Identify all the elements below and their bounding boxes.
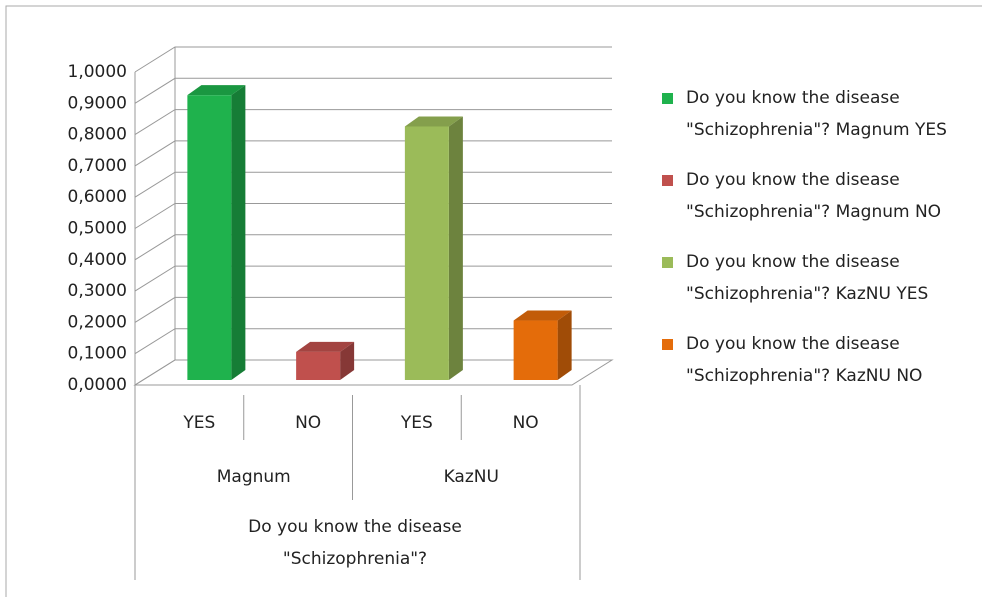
- legend-label: Do you know the disease "Schizophrenia"?…: [686, 170, 942, 222]
- legend-swatch: [662, 93, 673, 104]
- bar: [187, 85, 246, 381]
- legend-swatch: [662, 175, 673, 186]
- y-tick-label: 0,1000: [68, 344, 127, 364]
- bar-side: [340, 341, 355, 380]
- y-tick-label: 0,7000: [68, 156, 127, 176]
- bar-front: [296, 351, 341, 380]
- bar-side: [231, 85, 246, 381]
- group-label: KazNU: [444, 467, 499, 487]
- legend-entry: Do you know the disease "Schizophrenia"?…: [662, 164, 951, 228]
- frame-border: [5, 5, 982, 597]
- grid-line: [134, 171, 612, 198]
- bar-top: [404, 116, 463, 127]
- y-tick-label: 0,0000: [68, 375, 127, 395]
- grid-line: [134, 328, 612, 355]
- grid-line: [134, 265, 612, 292]
- bar-front: [187, 95, 232, 381]
- grid-line: [134, 46, 612, 73]
- bar: [513, 310, 572, 380]
- legend-label: Do you know the disease "Schizophrenia"?…: [686, 88, 947, 140]
- bar: [296, 341, 355, 380]
- x-tick-label: YES: [400, 413, 433, 433]
- y-tick-label: 0,9000: [68, 93, 127, 113]
- x-axis-title: Do you know the disease "Schizophrenia"?: [248, 517, 462, 569]
- grid-line: [134, 234, 612, 261]
- bar-side: [557, 310, 572, 380]
- y-tick-label: 0,8000: [68, 125, 127, 145]
- x-tick-label: NO: [513, 413, 539, 433]
- bar-top: [513, 310, 572, 321]
- y-tick-label: 0,4000: [68, 250, 127, 270]
- x-tick-label: NO: [295, 413, 321, 433]
- y-tick-label: 1,0000: [68, 62, 127, 82]
- legend-label: Do you know the disease "Schizophrenia"?…: [686, 252, 929, 304]
- y-tick-label: 0,5000: [68, 219, 127, 239]
- grid-line: [134, 296, 612, 323]
- bar-front: [404, 126, 449, 380]
- group-label: Magnum: [217, 467, 291, 487]
- y-tick-label: 0,3000: [68, 281, 127, 301]
- bar-top: [187, 85, 246, 96]
- legend-entry: Do you know the disease "Schizophrenia"?…: [662, 328, 951, 392]
- x-tick-label: YES: [182, 413, 215, 433]
- grid-line: [134, 109, 612, 136]
- grid-line: [134, 77, 612, 104]
- y-tick-label: 0,2000: [68, 312, 127, 332]
- legend-swatch: [662, 257, 673, 268]
- legend: Do you know the disease "Schizophrenia"?…: [662, 82, 962, 410]
- bar-side: [448, 116, 463, 380]
- legend-entry: Do you know the disease "Schizophrenia"?…: [662, 246, 951, 310]
- bar-top: [296, 341, 355, 352]
- bar-front: [513, 320, 558, 380]
- y-tick-label: 0,6000: [68, 187, 127, 207]
- bar: [404, 116, 463, 380]
- grid-line: [134, 359, 612, 386]
- grid-line: [134, 203, 612, 229]
- legend-label: Do you know the disease "Schizophrenia"?…: [686, 334, 923, 386]
- legend-entry: Do you know the disease "Schizophrenia"?…: [662, 82, 951, 146]
- legend-swatch: [662, 339, 673, 350]
- grid-line: [134, 140, 612, 167]
